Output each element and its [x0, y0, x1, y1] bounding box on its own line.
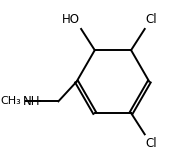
Text: NH: NH	[23, 95, 40, 108]
Text: Cl: Cl	[146, 137, 157, 150]
Text: Cl: Cl	[146, 13, 157, 26]
Text: HO: HO	[62, 13, 80, 26]
Text: CH₃: CH₃	[1, 96, 21, 106]
